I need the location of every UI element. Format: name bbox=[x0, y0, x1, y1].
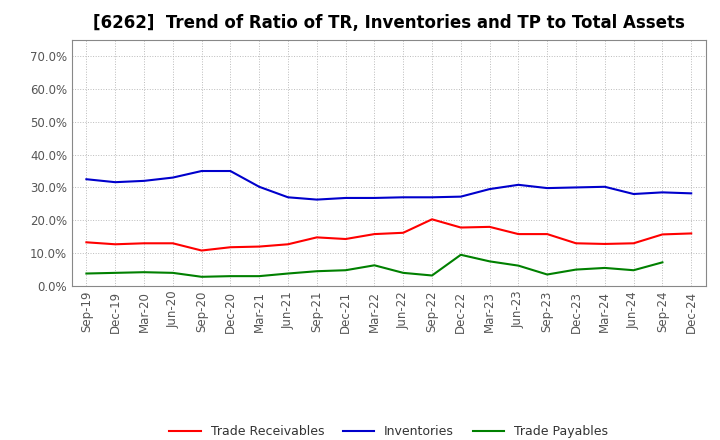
Trade Payables bbox=[284, 271, 292, 276]
Inventories bbox=[140, 178, 148, 183]
Inventories bbox=[82, 176, 91, 182]
Trade Payables bbox=[514, 263, 523, 268]
Trade Payables bbox=[428, 273, 436, 278]
Trade Payables bbox=[600, 265, 609, 271]
Title: [6262]  Trend of Ratio of TR, Inventories and TP to Total Assets: [6262] Trend of Ratio of TR, Inventories… bbox=[93, 15, 685, 33]
Line: Trade Payables: Trade Payables bbox=[86, 255, 662, 277]
Trade Payables bbox=[456, 252, 465, 257]
Trade Payables bbox=[485, 259, 494, 264]
Trade Receivables bbox=[543, 231, 552, 237]
Trade Payables bbox=[312, 268, 321, 274]
Trade Receivables bbox=[514, 231, 523, 237]
Line: Inventories: Inventories bbox=[86, 171, 691, 200]
Trade Receivables bbox=[456, 225, 465, 230]
Trade Payables bbox=[255, 274, 264, 279]
Inventories bbox=[629, 191, 638, 197]
Trade Receivables bbox=[370, 231, 379, 237]
Inventories bbox=[111, 180, 120, 185]
Trade Payables bbox=[370, 263, 379, 268]
Inventories bbox=[485, 187, 494, 192]
Inventories bbox=[399, 194, 408, 200]
Trade Payables bbox=[168, 270, 177, 275]
Trade Receivables bbox=[197, 248, 206, 253]
Trade Receivables bbox=[82, 240, 91, 245]
Inventories bbox=[168, 175, 177, 180]
Inventories bbox=[255, 184, 264, 190]
Trade Payables bbox=[111, 270, 120, 275]
Trade Payables bbox=[629, 268, 638, 273]
Trade Receivables bbox=[255, 244, 264, 249]
Inventories bbox=[543, 185, 552, 191]
Trade Payables bbox=[341, 268, 350, 273]
Inventories bbox=[600, 184, 609, 190]
Trade Receivables bbox=[399, 230, 408, 235]
Trade Receivables bbox=[629, 241, 638, 246]
Trade Receivables bbox=[284, 242, 292, 247]
Trade Payables bbox=[197, 274, 206, 279]
Line: Trade Receivables: Trade Receivables bbox=[86, 219, 691, 250]
Inventories bbox=[197, 169, 206, 174]
Trade Receivables bbox=[687, 231, 696, 236]
Trade Payables bbox=[399, 270, 408, 275]
Inventories bbox=[341, 195, 350, 201]
Inventories bbox=[312, 197, 321, 202]
Trade Receivables bbox=[341, 236, 350, 242]
Trade Receivables bbox=[572, 241, 580, 246]
Trade Receivables bbox=[485, 224, 494, 230]
Trade Receivables bbox=[111, 242, 120, 247]
Inventories bbox=[226, 169, 235, 174]
Trade Receivables bbox=[140, 241, 148, 246]
Inventories bbox=[428, 194, 436, 200]
Trade Payables bbox=[226, 274, 235, 279]
Trade Receivables bbox=[658, 232, 667, 237]
Trade Receivables bbox=[600, 241, 609, 246]
Inventories bbox=[687, 191, 696, 196]
Trade Receivables bbox=[312, 235, 321, 240]
Inventories bbox=[658, 190, 667, 195]
Trade Receivables bbox=[168, 241, 177, 246]
Inventories bbox=[370, 195, 379, 201]
Trade Payables bbox=[140, 270, 148, 275]
Legend: Trade Receivables, Inventories, Trade Payables: Trade Receivables, Inventories, Trade Pa… bbox=[164, 420, 613, 440]
Trade Payables bbox=[658, 260, 667, 265]
Inventories bbox=[456, 194, 465, 199]
Trade Payables bbox=[82, 271, 91, 276]
Inventories bbox=[284, 194, 292, 200]
Trade Receivables bbox=[226, 245, 235, 250]
Inventories bbox=[514, 182, 523, 187]
Trade Payables bbox=[543, 272, 552, 277]
Trade Receivables bbox=[428, 216, 436, 222]
Trade Payables bbox=[572, 267, 580, 272]
Inventories bbox=[572, 185, 580, 190]
